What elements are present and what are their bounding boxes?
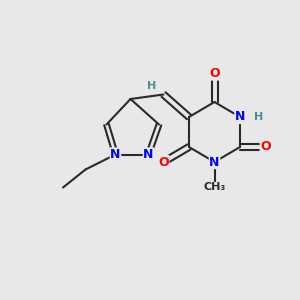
Text: CH₃: CH₃ — [203, 182, 226, 193]
Text: N: N — [143, 148, 154, 161]
Text: H: H — [254, 112, 263, 122]
Text: O: O — [209, 67, 220, 80]
Text: O: O — [158, 155, 169, 169]
Text: O: O — [260, 140, 271, 154]
Text: N: N — [110, 148, 121, 161]
Text: N: N — [209, 155, 220, 169]
Text: H: H — [148, 81, 157, 91]
Text: N: N — [235, 110, 245, 124]
